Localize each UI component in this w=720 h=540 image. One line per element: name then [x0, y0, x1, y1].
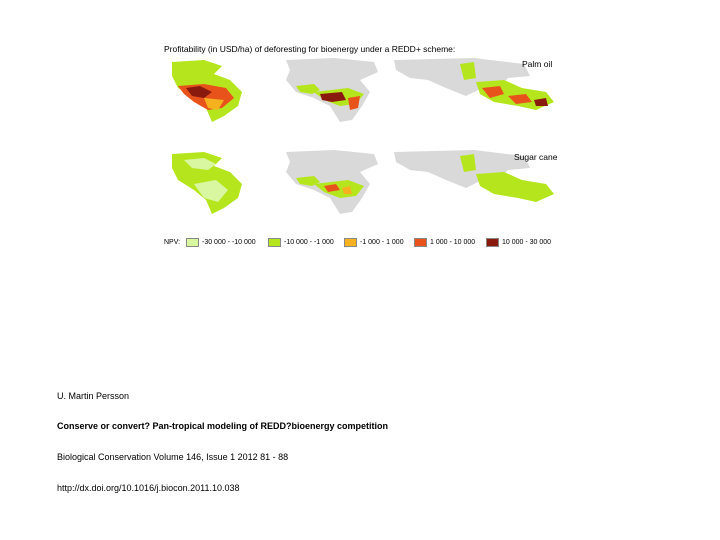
legend-label: -1 000 - 1 000: [360, 239, 404, 246]
panel-label-palm-oil: Palm oil: [522, 59, 553, 69]
legend-prefix: NPV:: [164, 239, 181, 246]
legend-label: -30 000 - -10 000: [202, 239, 256, 246]
legend-label: 10 000 - 30 000: [502, 239, 552, 246]
author: U. Martin Persson: [57, 391, 130, 401]
legend-swatch: [268, 238, 281, 247]
doi-link[interactable]: http://dx.doi.org/10.1016/j.biocon.2011.…: [57, 483, 240, 493]
legend: NPV: -30 000 - -10 000 -10 000 - -1 000 …: [164, 238, 564, 250]
legend-swatch: [486, 238, 499, 247]
legend-swatch: [414, 238, 427, 247]
figure: Profitability (in USD/ha) of deforesting…: [160, 44, 560, 256]
journal-citation: Biological Conservation Volume 146, Issu…: [57, 452, 289, 462]
figure-title: Profitability (in USD/ha) of deforesting…: [164, 44, 456, 54]
legend-label: -10 000 - -1 000: [284, 239, 334, 246]
legend-swatch: [186, 238, 199, 247]
legend-swatch: [344, 238, 357, 247]
map-sugar-cane: [164, 150, 560, 214]
paper-title: Conserve or convert? Pan-tropical modeli…: [57, 421, 389, 431]
panel-label-sugar-cane: Sugar cane: [514, 152, 558, 162]
map-palm-oil: [164, 58, 560, 122]
legend-label: 1 000 - 10 000: [430, 239, 476, 246]
